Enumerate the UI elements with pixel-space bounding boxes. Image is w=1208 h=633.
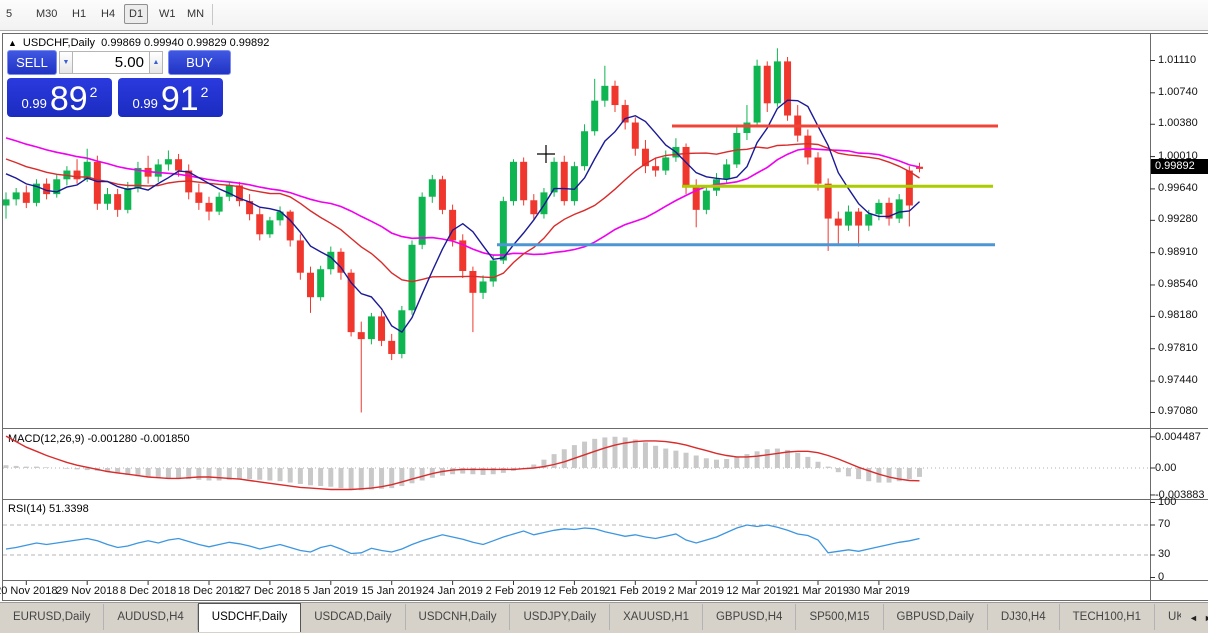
date-axis-label: 5 Jan 2019 [303, 585, 359, 597]
price-axis-tick: 0.98540 [1158, 277, 1198, 290]
date-axis-label: 29 Nov 2018 [55, 585, 119, 597]
rsi-axis-tick: 100 [1158, 495, 1177, 508]
sell-price-main: 89 [49, 80, 88, 118]
date-axis-label: 18 Dec 2018 [177, 585, 241, 597]
volume-decrease-button[interactable]: ▼ [59, 51, 73, 74]
current-price-tag: 0.99892 [1151, 158, 1208, 174]
chart-tab-gbpusd-h4[interactable]: GBPUSD,H4 [703, 604, 797, 630]
buy-button[interactable]: BUY [168, 50, 231, 75]
timeframe-button-h1[interactable]: H1 [72, 8, 87, 20]
chart-tab-xauusd-h1[interactable]: XAUUSD,H1 [610, 604, 703, 630]
toolbar-separator [212, 4, 213, 25]
date-axis-label: 15 Jan 2019 [361, 585, 422, 597]
timeframe-button-m30[interactable]: M30 [36, 8, 58, 20]
chart-tab-bar: EURUSD,Daily AUDUSD,H4 USDCHF,Daily USDCAD,… [0, 602, 1208, 633]
price-axis-tick: 0.98910 [1158, 245, 1198, 258]
date-axis-label: 27 Dec 2018 [238, 585, 302, 597]
timeframe-button-d1[interactable]: D1 [124, 4, 149, 24]
chart-tab-usdcnh-daily[interactable]: USDCNH,Daily [406, 604, 511, 630]
rsi-indicator-label: RSI(14) 51.3398 [8, 503, 89, 515]
sell-price-box[interactable]: 0.99 89 2 [7, 78, 112, 117]
chart-tab-usdcad-daily[interactable]: USDCAD,Daily [301, 604, 406, 630]
rsi-axis-tick: 70 [1158, 518, 1171, 530]
price-axis-tick: 1.01110 [1158, 53, 1197, 66]
buy-price-prefix: 0.99 [132, 96, 158, 111]
price-axis-tick: 0.99640 [1158, 181, 1198, 194]
chart-tab-dj30-h4[interactable]: DJ30,H4 [988, 604, 1060, 630]
chart-tab-tech100-h1[interactable]: TECH100,H1 [1060, 604, 1156, 630]
buy-price-box[interactable]: 0.99 91 2 [118, 78, 223, 117]
date-axis-label: 21 Mar 2019 [787, 585, 849, 597]
chart-tab-audusd-h4[interactable]: AUDUSD,H4 [104, 604, 198, 630]
chart-tab-gbpusd-daily[interactable]: GBPUSD,Daily [884, 604, 988, 630]
one-click-trade-panel: SELL ▼ ▲ BUY 0.99 89 2 0.99 91 2 [7, 50, 233, 117]
price-axis-tick: 0.99280 [1158, 213, 1198, 226]
chart-tab-usdjpy-daily[interactable]: USDJPY,Daily [510, 604, 611, 630]
date-axis-label: 8 Dec 2018 [119, 585, 177, 597]
sell-button[interactable]: SELL [7, 50, 57, 75]
price-axis-tick: 1.00740 [1158, 85, 1198, 98]
tab-scroll-arrows: ◄► [1185, 603, 1208, 633]
sell-price-pip: 2 [89, 84, 98, 100]
volume-input[interactable] [73, 51, 149, 74]
date-axis-label: 12 Feb 2019 [543, 585, 606, 597]
macd-axis-tick: 0.004487 [1155, 430, 1201, 443]
date-axis-label: 2 Feb 2019 [485, 585, 542, 597]
tab-scroll-right-icon[interactable]: ► [1204, 613, 1208, 623]
timeframe-button-h4[interactable]: H4 [101, 8, 116, 20]
macd-indicator-label: MACD(12,26,9) -0.001280 -0.001850 [8, 433, 190, 445]
macd-axis-tick: 0.00 [1155, 462, 1177, 474]
sell-price-prefix: 0.99 [21, 96, 47, 111]
macd-axis-tick: -0.003883 [1155, 488, 1205, 501]
timeframe-button-5[interactable]: 5 [6, 8, 13, 20]
tab-scroll-left-icon[interactable]: ◄ [1189, 613, 1198, 623]
price-axis-tick: 0.97440 [1158, 374, 1198, 387]
chart-tab-usdchf-daily[interactable]: USDCHF,Daily [197, 603, 302, 632]
date-axis-label: 2 Mar 2019 [668, 585, 725, 597]
price-axis-tick: 0.97810 [1158, 341, 1198, 354]
chart-tab-sp500-m15[interactable]: SP500,M15 [796, 604, 884, 630]
chart-tab-eurusd-daily[interactable]: EURUSD,Daily [0, 604, 105, 630]
volume-increase-button[interactable]: ▲ [149, 51, 163, 74]
buy-price-main: 91 [160, 80, 199, 118]
date-axis-label: 21 Feb 2019 [604, 585, 667, 597]
date-axis-label: 20 Nov 2018 [0, 585, 58, 597]
collapse-triangle-icon[interactable]: ▲ [8, 38, 17, 48]
chart-ohlc-values: 0.99869 0.99940 0.99829 0.99892 [101, 37, 270, 49]
date-axis-label: 24 Jan 2019 [422, 585, 483, 597]
date-axis-label: 12 Mar 2019 [726, 585, 788, 597]
chart-tab-ukc[interactable]: UKC [1168, 611, 1182, 623]
buy-price-pip: 2 [200, 84, 209, 100]
price-axis-tick: 1.00010 [1158, 149, 1198, 162]
chart-title: ▲ USDCHF,Daily 0.99869 0.99940 0.99829 0.… [8, 37, 269, 49]
price-axis-tick: 0.98180 [1158, 309, 1198, 322]
timeframe-toolbar: 5 M30 H1 H4 D1 W1 MN [0, 0, 1208, 31]
chart-window [0, 33, 1208, 600]
price-axis-tick: 1.00380 [1158, 117, 1198, 130]
chart-symbol-period: USDCHF,Daily [22, 37, 96, 49]
price-axis-tick: 0.97080 [1158, 405, 1198, 418]
rsi-axis-tick: 30 [1158, 548, 1171, 560]
timeframe-button-mn[interactable]: MN [187, 8, 205, 20]
date-axis-label: 30 Mar 2019 [848, 585, 910, 597]
timeframe-button-w1[interactable]: W1 [159, 8, 176, 20]
rsi-axis-tick: 0 [1158, 570, 1165, 583]
